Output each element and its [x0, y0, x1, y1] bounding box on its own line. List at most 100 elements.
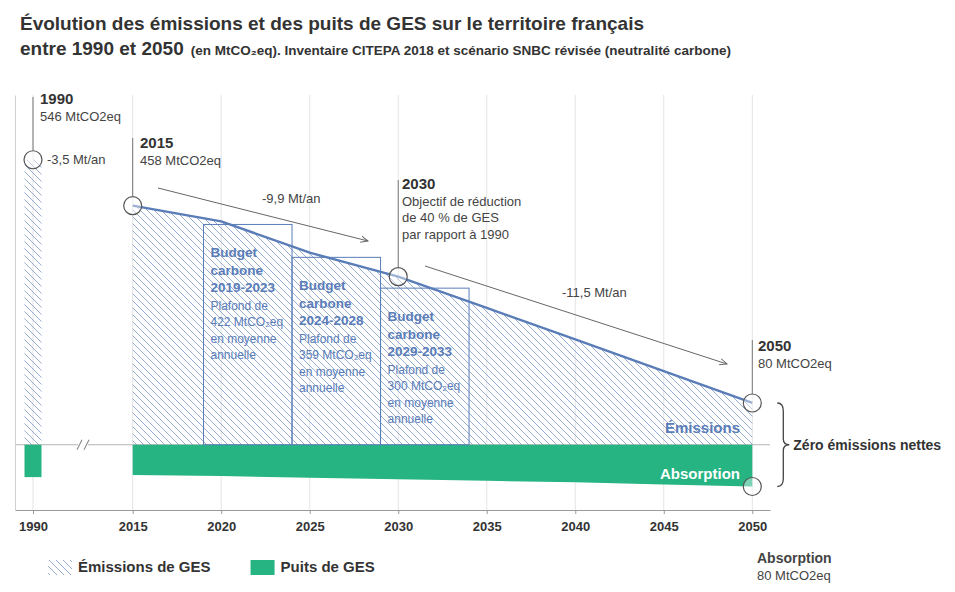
tick: 1990	[19, 510, 48, 534]
legend-label: Émissions de GES	[78, 558, 211, 575]
budget-text: 422 MtCO₂eq	[211, 315, 284, 329]
budget-text: en moyenne	[388, 396, 454, 410]
tick-label: 2020	[207, 519, 236, 534]
annotation: 1990	[40, 90, 73, 107]
budget-text: 300 MtCO₂eq	[388, 379, 461, 393]
leader-line	[33, 97, 34, 151]
annotation: 80 MtCO2eq	[758, 356, 832, 371]
y-axis	[15, 96, 16, 511]
leader-line	[398, 180, 399, 268]
tick-mark	[664, 510, 665, 514]
budget-period: 2024-2028	[299, 313, 364, 328]
annotations: 1990 546 MtCO2eq -3,5 Mt/an 2015 458 MtCO2eq…	[40, 90, 941, 583]
budget-period: 2019-2023	[211, 280, 276, 295]
subtitle: (en MtCO₂eq). Inventaire CITEPA 2018 et …	[191, 43, 731, 58]
budget-title-line: Budget	[299, 278, 346, 293]
tick-mark	[487, 510, 488, 514]
series-bar	[25, 160, 42, 445]
grid	[33, 95, 752, 510]
annotation: -11,5 Mt/an	[562, 285, 627, 300]
budget-title: Budgetcarbone	[388, 309, 441, 342]
annotation: Émissions	[665, 419, 740, 436]
title: Évolution des émissions et des puits de …	[20, 13, 731, 59]
tick-label: 2035	[473, 519, 502, 534]
budget-text: en moyenne	[211, 332, 277, 346]
series-area	[133, 206, 753, 445]
budget-text: annuelle	[211, 348, 257, 362]
brace	[777, 403, 789, 487]
annotation: 546 MtCO2eq	[40, 109, 121, 124]
tick-mark	[752, 510, 753, 514]
tick-mark	[33, 510, 34, 514]
tick-label: 2040	[561, 519, 590, 534]
annotation: 458 MtCO2eq	[140, 153, 221, 168]
legend-item: Puits de GES	[251, 558, 375, 575]
title-line: entre 1990 et 2050	[20, 38, 184, 59]
point-marker	[24, 151, 42, 169]
budget-text: Plafond de	[211, 299, 269, 313]
tick-label: 2045	[650, 519, 679, 534]
tick: 2030	[384, 510, 413, 534]
tick-label: 2025	[296, 519, 325, 534]
budget-text: en moyenne	[299, 365, 365, 379]
tick: 2015	[119, 510, 148, 534]
legend-swatch	[251, 560, 275, 575]
tick: 2050	[738, 510, 767, 534]
chart-svg: Budget carbone 2019-2023 Plafond de 422 MtCO…	[0, 0, 955, 592]
annotation: 2030	[402, 175, 435, 192]
trend-arrow	[425, 266, 727, 364]
budget-title-line: carbone	[211, 263, 264, 278]
legend-item: Émissions de GES	[48, 558, 211, 575]
series-line	[133, 206, 753, 403]
budget-text: annuelle	[388, 412, 434, 426]
annotation: de 40 % de GES	[402, 210, 499, 225]
annotation: 2015	[140, 134, 173, 151]
budget-period: 2029-2033	[388, 344, 453, 359]
budget-title: Budget carbone	[211, 245, 264, 278]
point-marker	[389, 268, 407, 286]
trend-arrow	[158, 188, 368, 241]
annotation: -9,9 Mt/an	[262, 191, 321, 206]
budget-box	[292, 257, 381, 444]
budget-text: Plafond de	[299, 332, 357, 346]
tick-mark	[133, 510, 134, 514]
point-marker	[743, 394, 761, 412]
budget-text: Plafond de	[388, 363, 446, 377]
tick: 2020	[207, 510, 236, 534]
annotation: -3,5 Mt/an	[47, 152, 106, 167]
budget-box	[381, 288, 470, 445]
tick-label: 1990	[19, 519, 48, 534]
tick: 2025	[296, 510, 325, 534]
x-axis-line	[16, 510, 771, 511]
annotation: 80 MtCO2eq	[757, 568, 831, 583]
budget-box	[204, 224, 293, 444]
leader-line	[752, 340, 753, 394]
tick-label: 2050	[738, 519, 767, 534]
series-bar	[25, 445, 42, 477]
legend-swatch	[48, 560, 72, 575]
annotation: 2050	[758, 337, 791, 354]
budget-title-line: carbone	[299, 296, 352, 311]
legend: Émissions de GES Puits de GES	[48, 558, 375, 575]
leader-line	[132, 138, 133, 197]
point-marker	[124, 197, 142, 215]
series-area	[133, 445, 753, 487]
y-axis-line	[15, 96, 16, 511]
tick-mark	[575, 510, 576, 514]
axis-break	[77, 440, 89, 450]
tick-mark	[310, 510, 311, 514]
annotation: par rapport à 1990	[402, 227, 509, 242]
budget-title-line: Budget	[388, 309, 435, 324]
budget-labels: Budget carbone 2019-2023 Plafond de 422 MtCO…	[211, 245, 461, 426]
x-axis: 1990 2015 2020 2025 2030 2035 2040 2045 2050	[16, 510, 771, 534]
tick-label: 2030	[384, 519, 413, 534]
legend-label: Puits de GES	[281, 558, 375, 575]
tick: 2035	[473, 510, 502, 534]
plot-area	[24, 151, 761, 496]
tick: 2040	[561, 510, 590, 534]
budget-title-line: Budget	[211, 245, 258, 260]
tick-mark	[398, 510, 399, 514]
title-line: Évolution des émissions et des puits de …	[20, 13, 644, 34]
annotation: Objectif de réduction	[402, 194, 521, 209]
annotation: Absorption	[660, 465, 740, 482]
